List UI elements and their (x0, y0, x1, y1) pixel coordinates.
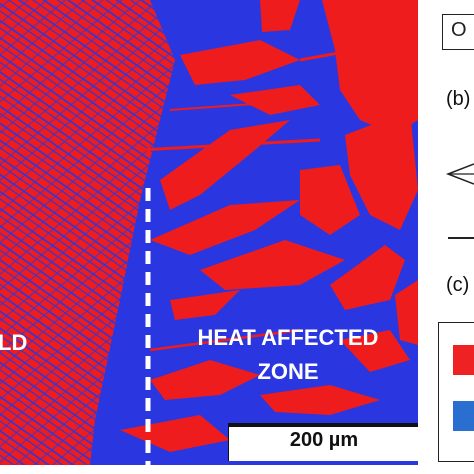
arrow-left-icon (445, 163, 474, 185)
legend-swatch-red (453, 345, 474, 375)
bottom-margin (0, 465, 418, 474)
ebsd-phase-map (0, 0, 418, 465)
legend-box (438, 322, 474, 462)
divider-line (448, 237, 474, 239)
scale-bar-label: 200 µm (289, 429, 359, 451)
haz-label-line-1: HEAT AFFECTED (197, 325, 379, 350)
top-box-glyph: O (451, 19, 467, 41)
phase-map-image (0, 0, 418, 465)
adjacent-panel: O (b) (c) (418, 0, 474, 474)
scale-bar-line (229, 423, 419, 427)
panel-b-label: (b) (446, 88, 471, 110)
panel-c-label: (c) (446, 274, 470, 296)
heat-affected-zone-label: HEAT AFFECTED ZONE (190, 321, 386, 389)
scale-bar: 200 µm (228, 423, 419, 461)
weld-region-label: LD (0, 330, 28, 355)
haz-label-line-2: ZONE (257, 359, 319, 385)
legend-swatch-blue (453, 401, 474, 431)
top-inset-box: O (442, 14, 474, 50)
